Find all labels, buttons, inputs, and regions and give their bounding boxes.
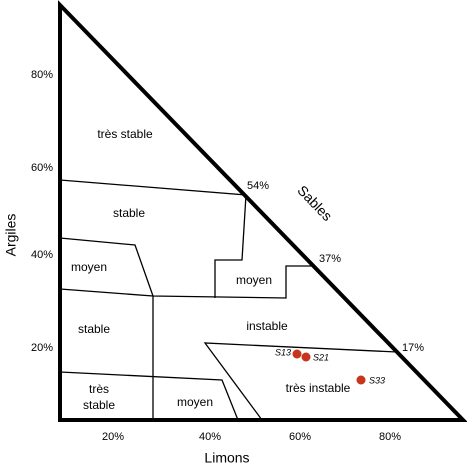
axis-label: Limons — [204, 450, 249, 466]
zone-label: moyen — [71, 260, 107, 274]
sample-point — [301, 352, 311, 362]
tick-label: 60% — [289, 431, 311, 443]
zone-label: stable — [78, 322, 110, 336]
zone-label: stable — [113, 206, 145, 220]
tick-label: 60% — [31, 162, 53, 174]
threshold-label: 54% — [247, 180, 269, 192]
zone-label: instable — [246, 319, 288, 333]
zone-label: stable — [83, 398, 115, 412]
sample-point — [356, 375, 366, 385]
sample-point — [292, 349, 302, 359]
tick-label: 40% — [31, 249, 53, 261]
sample-label: S33 — [369, 375, 385, 385]
zone-borders — [59, 179, 398, 421]
sample-label: S21 — [313, 352, 329, 362]
zone-label: très stable — [97, 127, 153, 141]
tick-label: 20% — [102, 431, 124, 443]
zone-label: moyen — [177, 395, 213, 409]
threshold-label: 37% — [319, 253, 341, 265]
zone-label: très — [89, 382, 109, 396]
tick-label: 20% — [31, 342, 53, 354]
tick-label: 80% — [31, 69, 53, 81]
zone-label: très instable — [286, 381, 351, 395]
zone-label: moyen — [236, 273, 272, 287]
axis-label: Sables — [294, 182, 335, 224]
tick-label: 80% — [379, 431, 401, 443]
threshold-label: 17% — [402, 342, 424, 354]
sample-label: S13 — [275, 347, 291, 357]
tick-label: 40% — [199, 431, 221, 443]
axis-label: Argiles — [3, 214, 19, 257]
